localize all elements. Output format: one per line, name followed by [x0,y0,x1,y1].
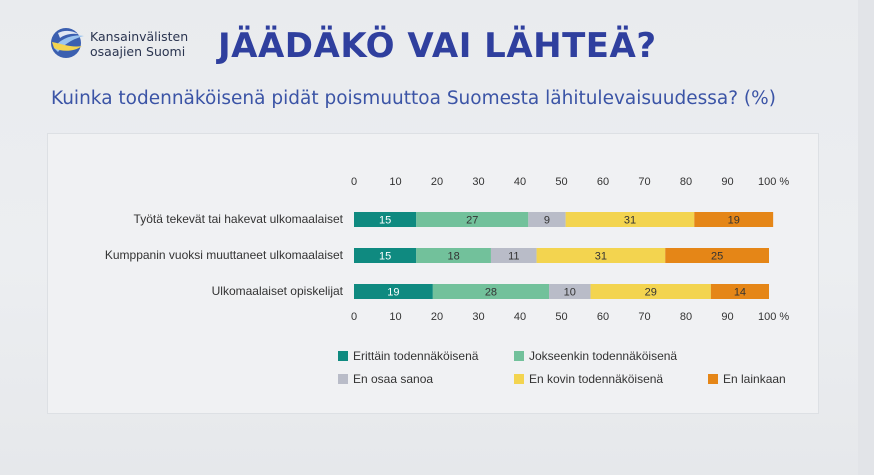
brand-logo: Kansainvälisten osaajien Suomi [48,24,198,64]
bar-segment [536,248,666,263]
legend-label: En kovin todennäköisenä [529,372,663,386]
bar-value-label: 15 [379,215,391,227]
bar-segment [590,284,711,299]
bar-value-label: 9 [544,215,550,227]
bar-value-label: 31 [624,215,636,227]
legend-swatch [514,351,524,361]
bar-segment [354,284,433,299]
bar-value-label: 10 [564,287,576,299]
bar-value-label: 29 [645,287,657,299]
bar-segment [565,212,695,227]
bar-value-label: 28 [485,287,497,299]
x-tick-label-bottom: 0 [351,311,357,323]
x-tick-label-bottom: 100 % [758,311,789,323]
bar-value-label: 14 [734,287,746,299]
x-tick-label-top: 80 [680,176,692,188]
category-label: Ulkomaalaiset opiskelijat [212,284,344,298]
legend-swatch [514,374,524,384]
x-tick-label-bottom: 80 [680,311,692,323]
brand-emblem-icon [51,28,84,58]
bar-value-label: 31 [595,251,607,263]
bar-value-label: 18 [447,251,459,263]
bar-segment [528,212,566,227]
bar-segment [354,248,417,263]
legend-label: En osaa sanoa [353,372,433,386]
bar-segment [665,248,769,263]
legend-label: Jokseenkin todennäköisenä [529,349,677,363]
right-edge-strip [858,0,874,475]
bar-value-label: 25 [711,251,723,263]
bar-segment [710,284,769,299]
bar-segment [416,248,491,263]
x-tick-label-top: 20 [431,176,443,188]
x-tick-label-top: 10 [389,176,401,188]
bar-segment [490,248,537,263]
bar-segment [354,212,417,227]
brand-name-line1: Kansainvälisten [90,29,189,44]
x-tick-label-bottom: 20 [431,311,443,323]
x-tick-label-top: 30 [472,176,484,188]
x-tick-label-bottom: 70 [638,311,650,323]
x-tick-label-bottom: 40 [514,311,526,323]
category-label: Kumppanin vuoksi muuttaneet ulkomaalaise… [105,248,344,262]
legend-swatch [708,374,718,384]
x-tick-label-top: 40 [514,176,526,188]
x-tick-label-top: 50 [555,176,567,188]
x-tick-label-top: 100 % [758,176,789,188]
bar-value-label: 19 [728,215,740,227]
x-tick-label-bottom: 30 [472,311,484,323]
legend-label: En lainkaan [723,372,786,386]
bar-value-label: 11 [508,251,519,263]
legend-swatch [338,351,348,361]
bar-value-label: 15 [379,251,391,263]
bar-segment [416,212,529,227]
x-tick-label-top: 0 [351,176,357,188]
bar-value-label: 19 [387,287,399,299]
x-tick-label-top: 60 [597,176,609,188]
chart-panel: 0 0 10 10 20 20 30 30 40 40 50 50 60 60 70 70 80 80 90 90 10… [47,133,819,414]
bar-segment [549,284,591,299]
chart-subtitle: Kuinka todennäköisenä pidät poismuuttoa … [51,88,776,109]
x-tick-label-top: 90 [721,176,733,188]
legend-label: Erittäin todennäköisenä [353,349,479,363]
bar-value-label: 27 [466,215,478,227]
legend-swatch [338,374,348,384]
stacked-bar-chart: 0 0 10 10 20 20 30 30 40 40 50 50 60 60 70 70 80 80 90 90 10… [105,176,790,386]
x-tick-label-bottom: 10 [389,311,401,323]
x-tick-label-bottom: 90 [721,311,733,323]
bar-segment [432,284,550,299]
x-tick-label-top: 70 [638,176,650,188]
x-tick-label-bottom: 60 [597,311,609,323]
brand-name-line2: osaajien Suomi [90,44,186,59]
page-title: JÄÄDÄKÖ VAI LÄHTEÄ? [218,26,657,66]
x-tick-label-bottom: 50 [555,311,567,323]
bar-segment [694,212,774,227]
category-label: Työtä tekevät tai hakevat ulkomaalaiset [134,212,344,226]
